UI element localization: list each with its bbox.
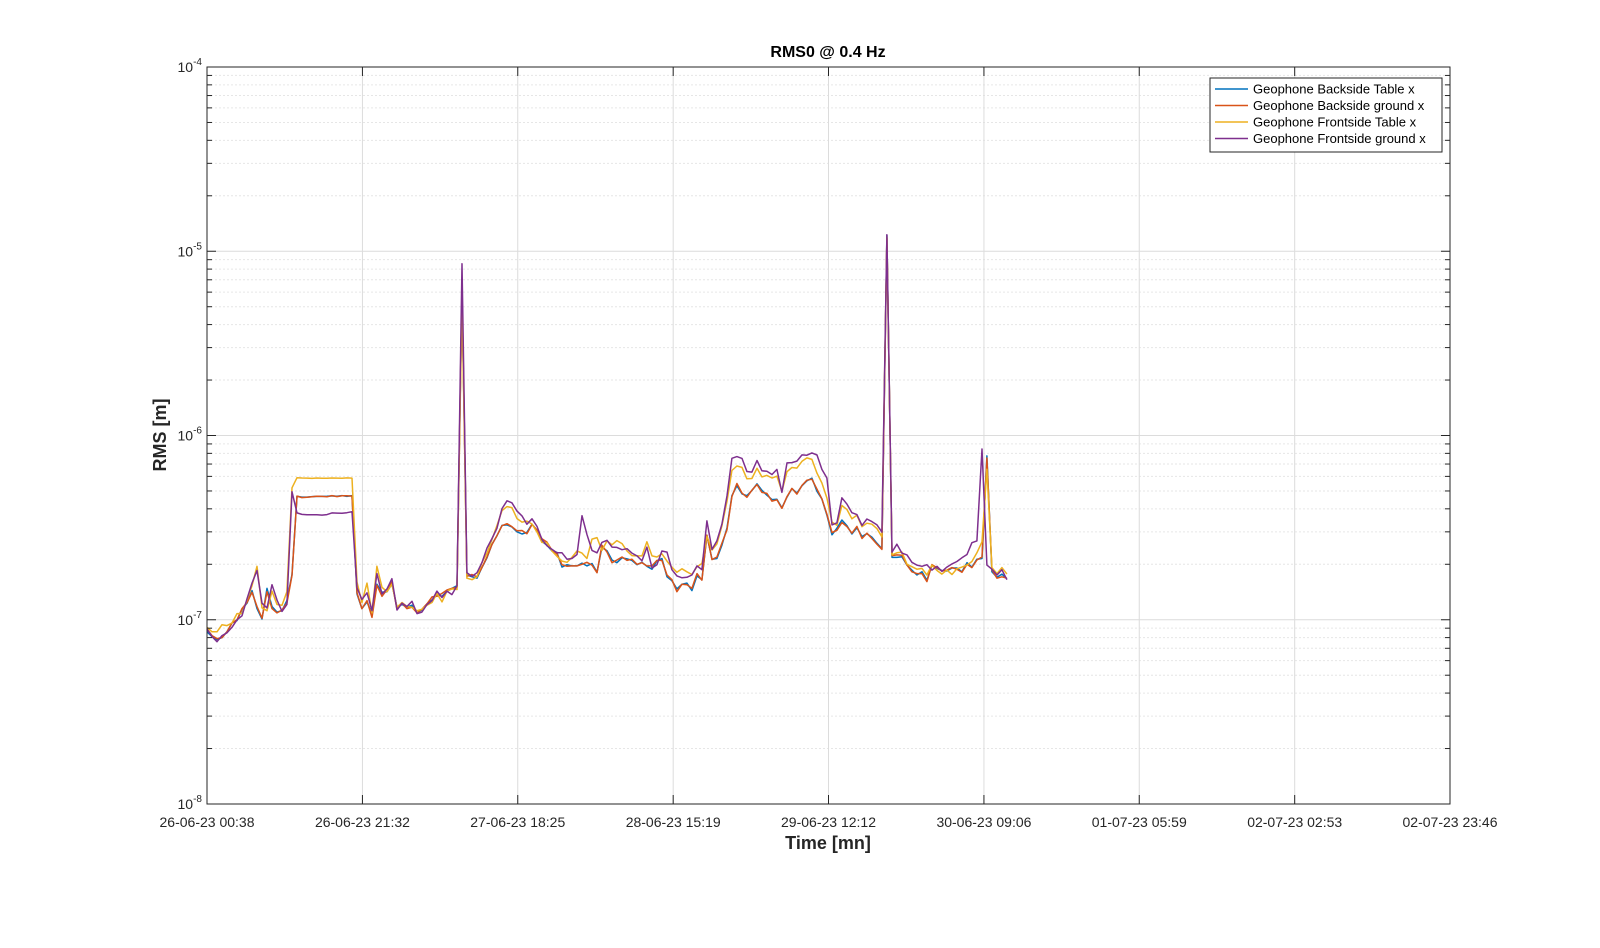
y-tick-exponent: -7	[193, 610, 202, 621]
y-tick-exponent: -8	[193, 794, 202, 805]
x-tick-label: 28-06-23 15:19	[626, 814, 721, 830]
y-tick-base: 10	[178, 59, 194, 75]
x-tick-label: 26-06-23 21:32	[315, 814, 410, 830]
y-tick-base: 10	[178, 796, 194, 812]
legend-box	[1209, 77, 1443, 153]
legend-label: Geophone Frontside ground x	[1253, 131, 1426, 146]
legend-label: Geophone Backside ground x	[1253, 98, 1425, 113]
y-tick-label: 10-4	[178, 57, 203, 75]
series-lines	[206, 233, 1008, 643]
y-tick-label: 10-6	[178, 426, 203, 444]
series-line-2	[206, 237, 1008, 640]
y-tick-labels: 10-810-710-610-510-4	[178, 57, 203, 812]
legend-label: Geophone Backside Table x	[1253, 82, 1415, 97]
y-tick-base: 10	[178, 243, 194, 259]
x-axis-label: Time [mn]	[785, 833, 871, 853]
y-tick-base: 10	[178, 612, 194, 628]
x-tick-labels: 26-06-23 00:38 26-06-23 21:32 27-06-23 18:…	[160, 814, 1498, 830]
y-tick-exponent: -5	[193, 241, 202, 252]
axis-ticks	[206, 66, 1451, 805]
y-tick-exponent: -6	[193, 426, 202, 437]
y-tick-base: 10	[178, 428, 194, 444]
series-line-4	[206, 233, 1008, 643]
y-tick-label: 10-8	[178, 794, 203, 812]
y-tick-exponent: -4	[193, 57, 202, 68]
y-axis-label: RMS [m]	[150, 399, 170, 472]
x-tick-label: 29-06-23 12:12	[781, 814, 876, 830]
x-tick-label: 02-07-23 02:53	[1247, 814, 1342, 830]
chart-title: RMS0 @ 0.4 Hz	[770, 44, 885, 61]
x-tick-label: 26-06-23 00:38	[160, 814, 255, 830]
x-tick-label: 30-06-23 09:06	[936, 814, 1031, 830]
y-tick-label: 10-5	[178, 241, 203, 259]
y-tick-label: 10-7	[178, 610, 203, 628]
x-tick-label: 02-07-23 23:46	[1403, 814, 1498, 830]
x-tick-label: 01-07-23 05:59	[1092, 814, 1187, 830]
x-tick-label: 27-06-23 18:25	[470, 814, 565, 830]
legend-label: Geophone Frontside Table x	[1253, 115, 1417, 130]
